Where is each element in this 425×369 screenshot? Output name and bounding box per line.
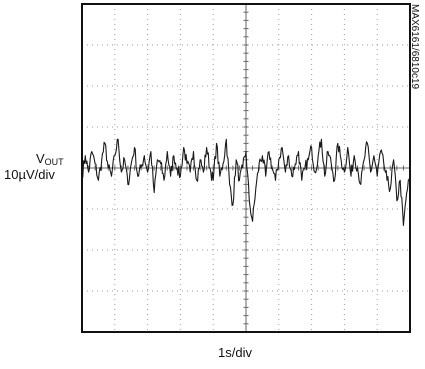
y-axis-label-subscript: OUT [44,157,64,167]
x-axis-scale-label: 1s/div [218,345,252,360]
vout-noise-trace [81,138,411,226]
center-axes [82,4,410,332]
plot-frame [81,3,411,333]
figure-id-label: MAX6161/6810c19 [409,4,420,90]
y-axis-label-signal: VOUT [36,152,64,169]
y-axis-scale-label: 10µV/div [4,167,55,182]
y-axis-label-symbol: V [36,151,45,166]
